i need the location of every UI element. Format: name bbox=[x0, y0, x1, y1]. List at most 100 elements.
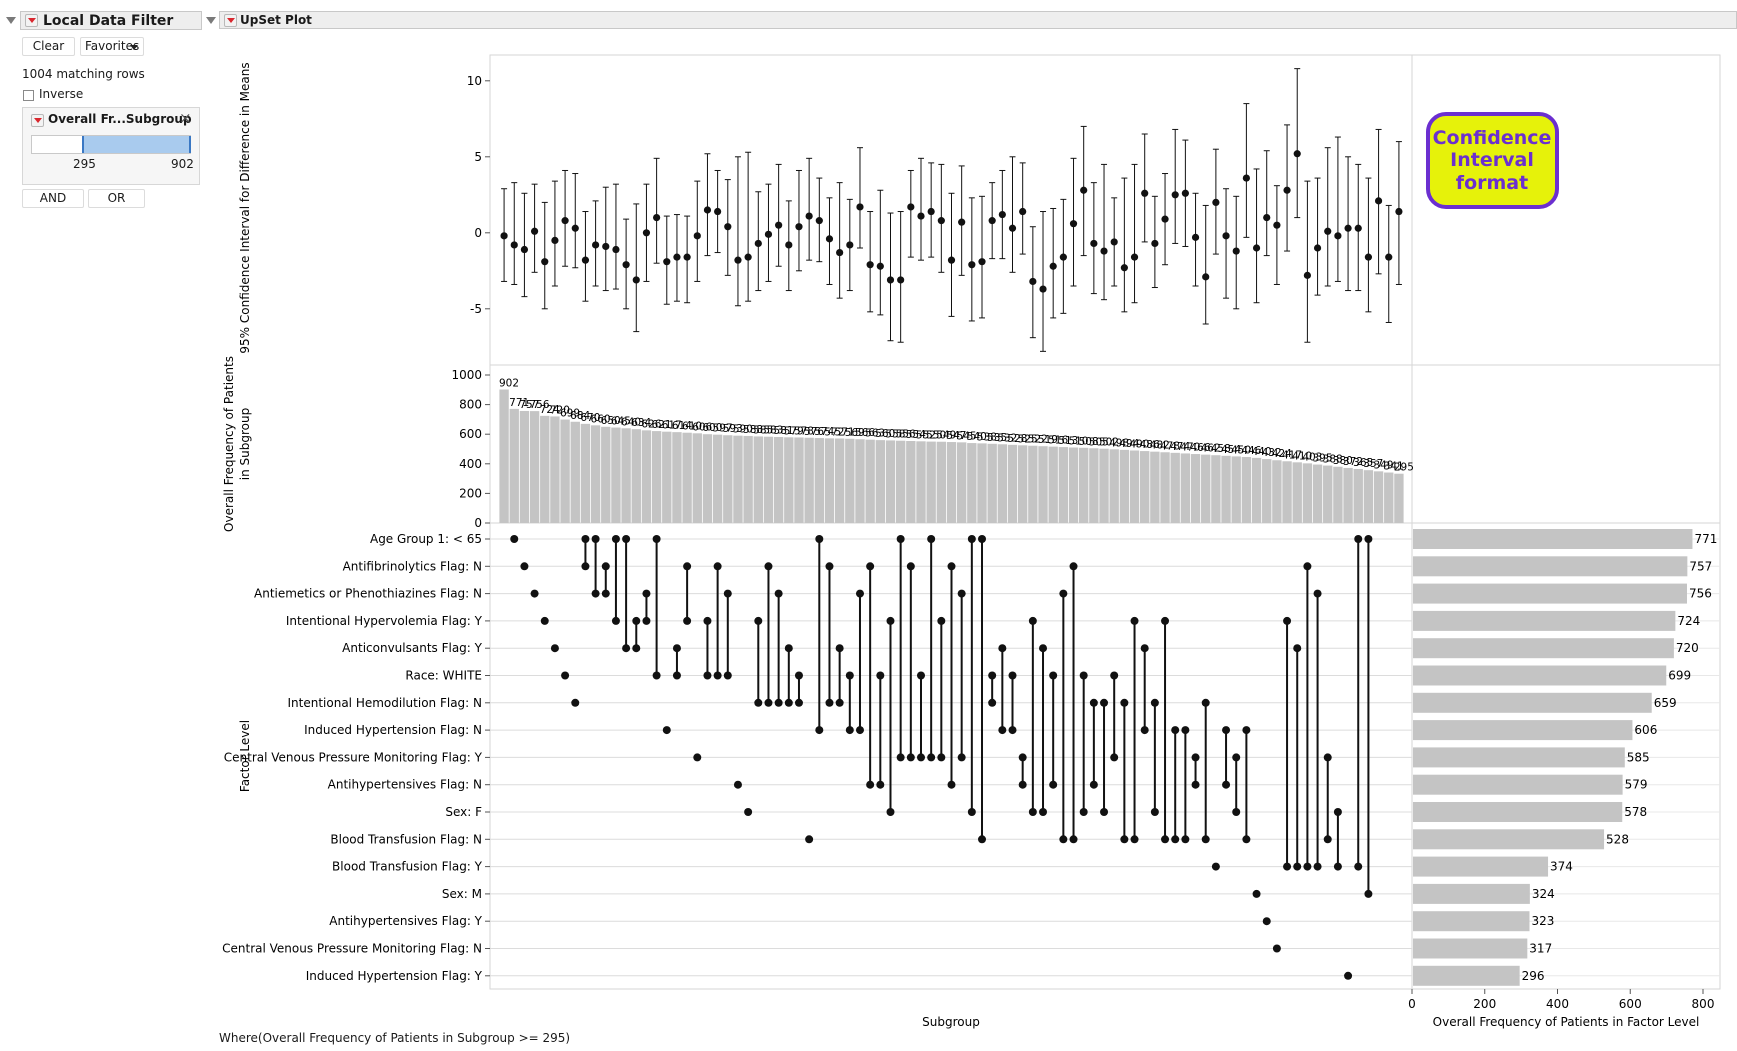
upset-red-triangle-icon[interactable] bbox=[224, 14, 237, 27]
matrix-dot bbox=[774, 698, 783, 707]
ci-mean-point bbox=[1385, 253, 1393, 261]
inverse-checkbox[interactable] bbox=[23, 90, 34, 101]
factor-bar bbox=[1413, 529, 1693, 549]
matrix-dot bbox=[1049, 780, 1058, 789]
matrix-dot bbox=[744, 808, 753, 816]
intersection-bar bbox=[946, 442, 957, 523]
matrix-dot bbox=[784, 644, 793, 653]
intersection-bar-label: 593 bbox=[723, 423, 743, 435]
intersection-bar bbox=[906, 441, 916, 523]
matrix-dot bbox=[571, 698, 580, 707]
matrix-dot bbox=[1252, 889, 1261, 898]
matrix-dot bbox=[1201, 698, 1210, 707]
factor-panel-frame bbox=[1411, 522, 1721, 990]
slider-max-handle[interactable] bbox=[189, 136, 191, 153]
ci-mean-point bbox=[622, 261, 630, 269]
intersection-bar-label: 626 bbox=[641, 418, 661, 430]
intersection-bar bbox=[1170, 452, 1180, 523]
ci-mean-point bbox=[866, 261, 874, 269]
clear-button[interactable]: Clear bbox=[22, 37, 75, 56]
intersection-bar-label: 410 bbox=[1292, 450, 1312, 462]
matrix-dot bbox=[1161, 835, 1170, 844]
favorites-button[interactable]: Favorites bbox=[80, 37, 144, 56]
ci-mean-point bbox=[988, 217, 996, 225]
matrix-dot bbox=[1303, 562, 1312, 571]
intersection-bar-label: 560 bbox=[875, 428, 895, 440]
card-red-triangle-icon[interactable] bbox=[31, 114, 44, 127]
intersection-bar-label: 574 bbox=[814, 426, 834, 438]
matrix-dot bbox=[815, 726, 824, 735]
ci-mean-point bbox=[805, 212, 813, 220]
intersection-bar bbox=[601, 426, 611, 523]
range-slider[interactable] bbox=[31, 135, 191, 154]
factor-bar bbox=[1413, 856, 1549, 877]
matrix-dot bbox=[906, 753, 915, 762]
matrix-dot bbox=[591, 589, 600, 598]
matrix-dot bbox=[1222, 726, 1231, 735]
factor-bar-label: 585 bbox=[1627, 750, 1650, 764]
ci-mean-point bbox=[1151, 239, 1159, 248]
intersection-bar bbox=[1302, 463, 1313, 523]
matrix-dot bbox=[1140, 726, 1149, 735]
matrix-dot bbox=[1313, 862, 1322, 871]
disclosure-triangle-icon[interactable] bbox=[6, 17, 16, 24]
factor-bar bbox=[1413, 802, 1623, 822]
matrix-dot bbox=[723, 589, 732, 598]
ci-mean-point bbox=[1161, 215, 1169, 223]
intersection-bar-label: 395 bbox=[1312, 453, 1332, 465]
matrix-dot bbox=[672, 671, 681, 680]
factor-x-tick-label: 400 bbox=[1546, 997, 1569, 1011]
intersection-bar-label: 540 bbox=[967, 431, 987, 443]
matrix-dot bbox=[1293, 862, 1302, 871]
intersection-bar-label: 699 bbox=[560, 408, 580, 420]
matrix-dot bbox=[1283, 862, 1292, 871]
ci-mean-point bbox=[907, 203, 915, 211]
upset-disclosure-triangle-icon[interactable] bbox=[206, 17, 216, 24]
matrix-dot bbox=[622, 644, 631, 653]
factor-level-label: Central Venous Pressure Monitoring Flag:… bbox=[224, 750, 483, 764]
intersection-bar bbox=[1211, 455, 1221, 523]
intersection-bar-label: 482 bbox=[1150, 440, 1170, 452]
matrix-dot bbox=[784, 698, 793, 707]
matrix-dot bbox=[866, 562, 875, 571]
intersection-bar bbox=[1190, 454, 1201, 523]
intersection-bar-label: 454 bbox=[1221, 444, 1241, 456]
favorites-label: Favorites bbox=[85, 39, 140, 53]
matrix-dot bbox=[1293, 644, 1302, 653]
factor-x-tick-label: 0 bbox=[1408, 997, 1416, 1011]
ci-mean-point bbox=[1080, 186, 1088, 194]
matrix-dot bbox=[764, 562, 773, 571]
intersection-bar-label: 519 bbox=[1038, 434, 1058, 446]
factor-level-label: Blood Transfusion Flag: Y bbox=[332, 860, 483, 874]
ci-mean-point bbox=[1334, 232, 1342, 240]
ci-mean-point bbox=[541, 258, 549, 266]
close-icon[interactable]: × bbox=[179, 109, 192, 127]
matrix-dot bbox=[1313, 589, 1322, 598]
slider-min-handle[interactable] bbox=[82, 136, 84, 153]
intersection-bar-label: 494 bbox=[1119, 438, 1139, 450]
red-triangle-menu-icon[interactable] bbox=[25, 14, 38, 27]
intersection-bar-label: 474 bbox=[1170, 441, 1190, 453]
or-button[interactable]: OR bbox=[88, 189, 145, 208]
matrix-dot bbox=[1018, 753, 1027, 762]
ci-mean-point bbox=[886, 276, 895, 284]
intersection-bar bbox=[1333, 466, 1343, 523]
ci-mean-point bbox=[1181, 189, 1189, 197]
intersection-bar-label: 563 bbox=[865, 428, 885, 440]
annotation-bubble[interactable] bbox=[1426, 112, 1559, 209]
matrix-dot bbox=[632, 644, 641, 653]
upset-title: UpSet Plot bbox=[240, 13, 312, 27]
annotation-line-2: Interval bbox=[1450, 149, 1534, 171]
factor-x-axis-title: Overall Frequency of Patients in Factor … bbox=[1433, 1015, 1700, 1029]
ci-mean-point bbox=[642, 229, 651, 237]
matrix-dot bbox=[1364, 889, 1373, 898]
intersection-bar-label: 585 bbox=[753, 424, 773, 436]
factor-bar-label: 724 bbox=[1677, 614, 1700, 628]
ci-mean-point bbox=[1202, 273, 1210, 281]
intersection-bar bbox=[692, 433, 702, 523]
intersection-bar bbox=[1201, 454, 1211, 523]
intersection-bar bbox=[824, 438, 835, 523]
and-button[interactable]: AND bbox=[22, 189, 84, 208]
intersection-bar bbox=[753, 436, 763, 523]
matrix-dot bbox=[642, 616, 651, 625]
